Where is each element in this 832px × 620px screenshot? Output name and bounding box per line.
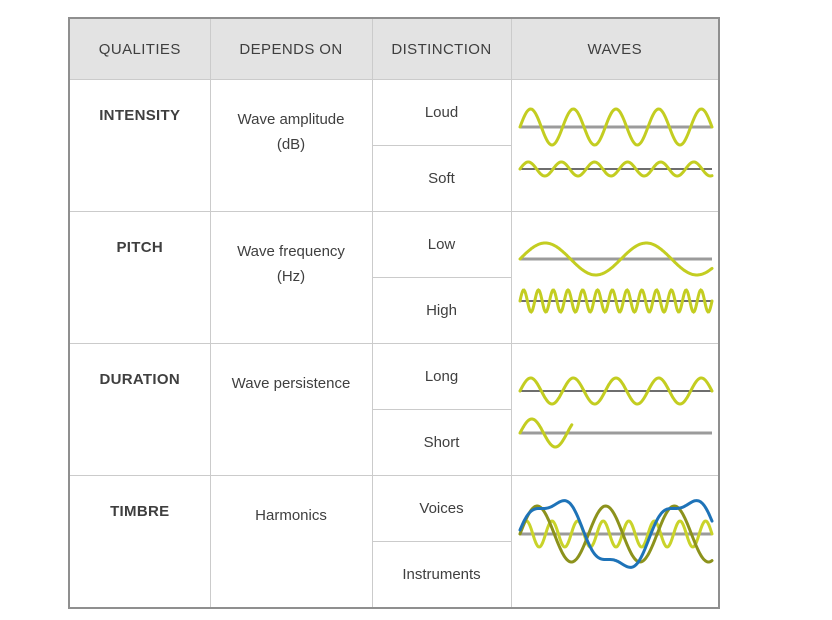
depends-cell-timbre: Harmonics — [209, 475, 373, 609]
table-row: TIMBRE Harmonics Voices — [68, 475, 720, 609]
header-qualities: QUALITIES — [68, 17, 211, 80]
waves-cell-pitch — [510, 211, 720, 344]
table-row: PITCH Wave frequency (Hz) Low — [68, 211, 720, 344]
header-distinction: DISTINCTION — [371, 17, 512, 80]
quality-cell-pitch: PITCH — [68, 211, 211, 344]
waveform-duration — [512, 344, 718, 471]
header-row: QUALITIES DEPENDS ON DISTINCTION WAVES — [68, 17, 720, 80]
quality-cell-duration: DURATION — [68, 343, 211, 476]
distinction-cell-high: High — [371, 277, 512, 344]
distinction-cell-low: Low — [371, 211, 512, 278]
waveform-timbre — [512, 476, 718, 603]
sound-qualities-table: QUALITIES DEPENDS ON DISTINCTION WAVES I… — [68, 17, 720, 609]
waves-cell-intensity — [510, 79, 720, 212]
distinction-cell-voices: Voices — [371, 475, 512, 542]
table-row: High — [69, 277, 719, 344]
table-row: Soft — [69, 145, 719, 212]
header-waves: WAVES — [510, 17, 720, 80]
depends-cell-intensity: Wave amplitude (dB) — [209, 79, 373, 212]
quality-cell-intensity: INTENSITY — [68, 79, 211, 212]
distinction-cell-short: Short — [371, 409, 512, 476]
header-depends-on: DEPENDS ON — [209, 17, 373, 80]
distinction-cell-loud: Loud — [371, 79, 512, 146]
waveform-pitch — [512, 212, 718, 339]
waveform-intensity — [512, 80, 718, 207]
distinction-cell-soft: Soft — [371, 145, 512, 212]
distinction-cell-instruments: Instruments — [371, 541, 512, 609]
table-row: Short — [69, 409, 719, 476]
quality-cell-timbre: TIMBRE — [68, 475, 211, 609]
distinction-cell-long: Long — [371, 343, 512, 410]
depends-cell-pitch: Wave frequency (Hz) — [209, 211, 373, 344]
table-row: INTENSITY Wave amplitude (dB) Loud — [68, 79, 720, 212]
depends-cell-duration: Wave persistence — [209, 343, 373, 476]
waves-cell-duration — [510, 343, 720, 476]
waves-cell-timbre — [510, 475, 720, 609]
table-row: DURATION Wave persistence Long — [68, 343, 720, 476]
table-row: Instruments — [69, 541, 719, 609]
